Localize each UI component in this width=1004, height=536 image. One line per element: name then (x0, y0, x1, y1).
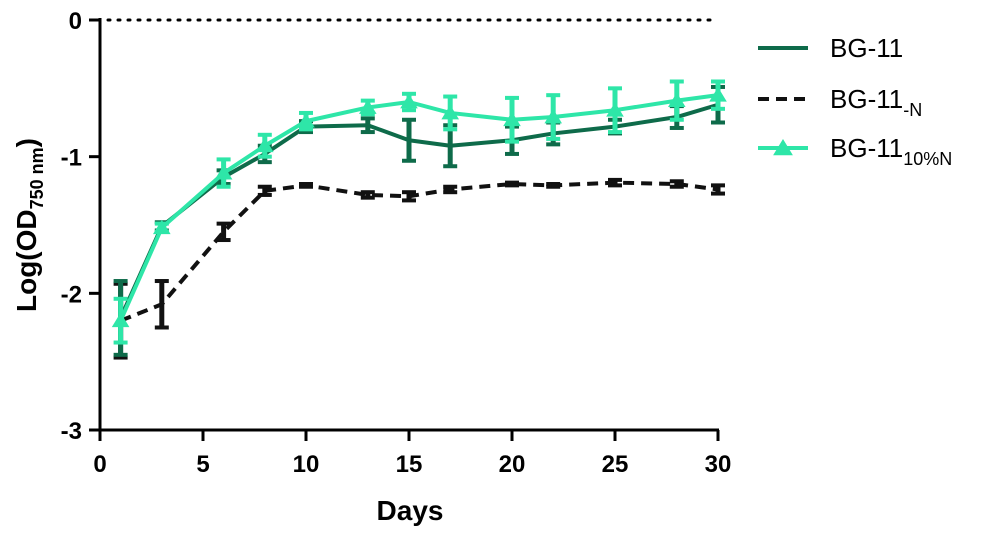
error-bar-bg11-n-12 (711, 183, 725, 196)
data-point-bg11-10n-10 (606, 102, 624, 117)
series-line-bg11-n (119, 180, 719, 323)
x-tick-label-10: 10 (293, 451, 320, 478)
y-axis-title-main: Log(OD (11, 209, 42, 312)
legend-marker-triangle (773, 139, 793, 156)
axes-layer: 0 5 10 15 20 25 30 0 -1 -2 -3 (61, 8, 732, 478)
x-tick-label-20: 20 (499, 451, 526, 478)
x-tick-label-30: 30 (705, 451, 732, 478)
legend-label-bg11-n-main: BG-11 (830, 84, 903, 114)
y-axis-title-sub: 750 nm (27, 147, 47, 209)
error-bar-bg11-n-3 (257, 184, 272, 197)
data-point-bg11-10n-7 (441, 104, 459, 120)
data-point-bg11-10n-11 (668, 92, 686, 108)
data-point-bg11-10n-12 (709, 87, 727, 102)
legend-item-bg11-n: BG-11-N (758, 84, 922, 120)
legend-label-bg11-n: BG-11-N (830, 84, 922, 120)
data-point-bg11-10n-6 (400, 94, 418, 109)
data-point-bg11-10n-8 (503, 111, 521, 127)
series-line-bg11 (118, 102, 719, 319)
x-tick-label-15: 15 (396, 451, 423, 478)
data-point-bg11-10n-5 (359, 99, 377, 114)
data-point-bg11-10n-3 (256, 137, 274, 153)
y-tick-label-1: -1 (61, 145, 82, 172)
y-axis-title: Log(OD750 nm) (11, 138, 47, 312)
legend-label-bg11: BG-11 (830, 33, 903, 63)
x-tick-label-25: 25 (602, 451, 629, 478)
x-tick-label-0: 0 (93, 451, 106, 478)
series-bg11-10n (111, 79, 727, 345)
legend-label-bg11-10n-main: BG-11 (830, 133, 903, 163)
data-point-bg11-10n-9 (544, 109, 562, 124)
data-point-bg11-10n-1 (153, 219, 171, 235)
data-point-bg11-10n-0 (111, 312, 130, 328)
y-tick-label-0: 0 (69, 8, 82, 35)
y-tick-label-3: -3 (61, 418, 82, 445)
error-bar-bg11-n-11 (669, 179, 684, 189)
series-line-bg11-10n (118, 93, 719, 322)
legend-label-bg11-main: BG-11 (830, 33, 903, 63)
legend-label-bg11-10n-sub: 10%N (903, 149, 952, 169)
legend-label-bg11-n-sub: -N (903, 100, 922, 120)
series-bg11-n (113, 177, 725, 360)
x-tick-label-5: 5 (196, 451, 209, 478)
legend: BG-11 BG-11-N BG-1110%N (758, 33, 952, 169)
y-axis-title-close: ) (11, 138, 42, 147)
series-bg11 (113, 84, 725, 357)
x-axis-title: Days (377, 495, 444, 526)
series-layer (111, 79, 727, 360)
legend-item-bg11: BG-11 (758, 33, 903, 63)
legend-label-bg11-10n: BG-1110%N (830, 133, 952, 169)
data-point-bg11-10n-2 (214, 165, 233, 180)
legend-item-bg11-10n: BG-1110%N (758, 133, 952, 169)
data-point-bg11-10n-4 (297, 113, 315, 128)
y-tick-label-2: -2 (61, 281, 82, 308)
